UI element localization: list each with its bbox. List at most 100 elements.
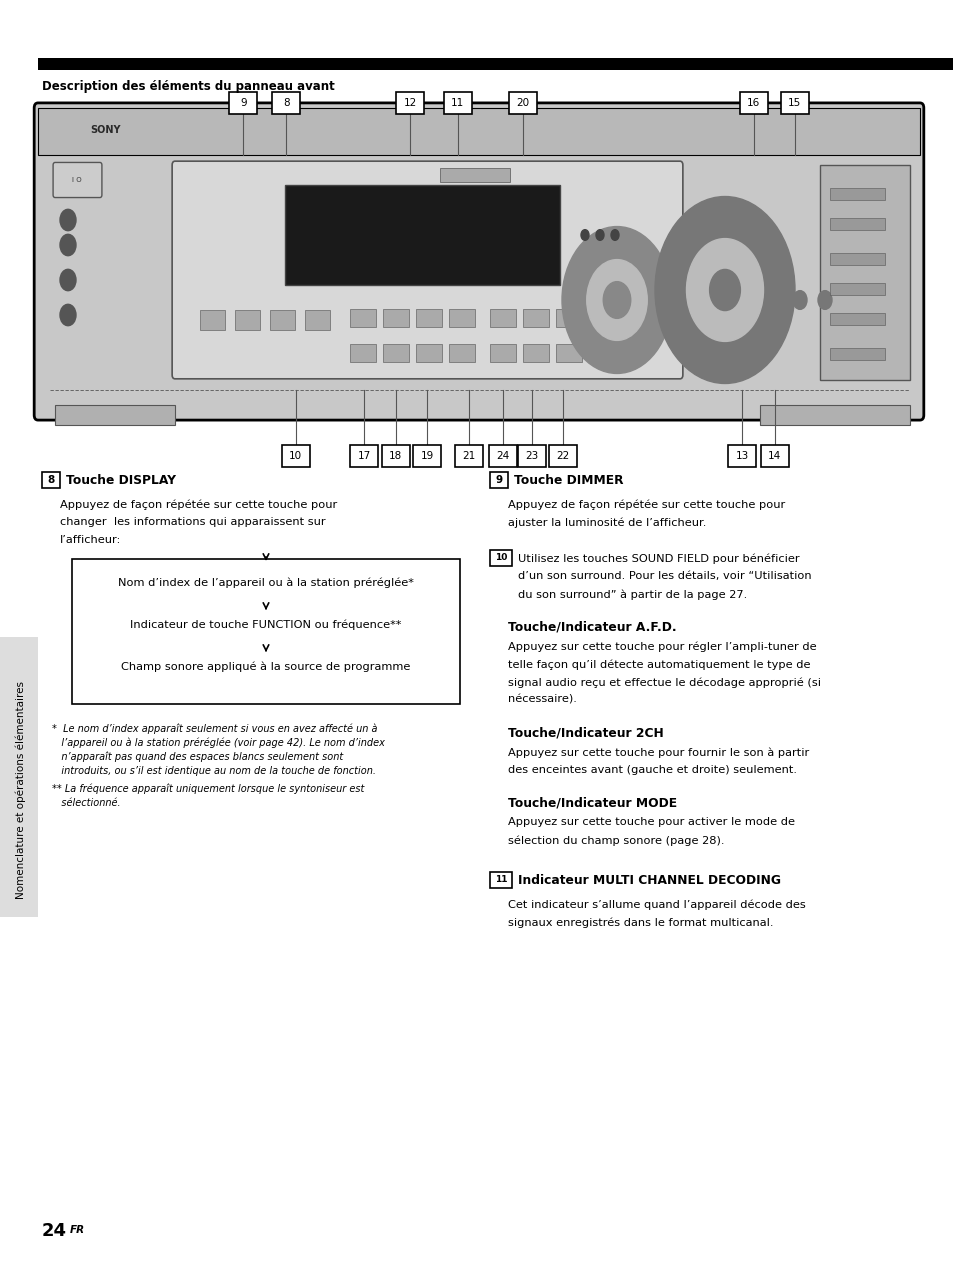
Text: 8: 8	[48, 475, 54, 485]
Text: Touche DIMMER: Touche DIMMER	[514, 474, 623, 487]
Circle shape	[580, 229, 588, 241]
Text: ajuster la luminosité de l’afficheur.: ajuster la luminosité de l’afficheur.	[507, 517, 705, 527]
Bar	[548, 445, 577, 468]
Bar	[350, 310, 375, 327]
Text: changer  les informations qui apparaissent sur: changer les informations qui apparaissen…	[60, 517, 325, 527]
Circle shape	[686, 238, 762, 341]
Text: introduits, ou s’il est identique au nom de la touche de fonction.: introduits, ou s’il est identique au nom…	[52, 766, 375, 776]
Bar	[829, 283, 884, 296]
Text: *  Le nom d’index apparaît seulement si vous en avez affecté un à: * Le nom d’index apparaît seulement si v…	[52, 724, 377, 735]
Text: 11: 11	[451, 98, 464, 108]
Text: Touche DISPLAY: Touche DISPLAY	[66, 474, 175, 487]
Bar	[416, 310, 441, 327]
Text: du son surround” à partir de la page 27.: du son surround” à partir de la page 27.	[517, 589, 746, 600]
Bar	[820, 166, 909, 380]
Bar	[517, 445, 546, 468]
Circle shape	[817, 290, 831, 310]
Bar	[760, 405, 909, 426]
Bar	[229, 92, 257, 113]
Bar	[727, 445, 756, 468]
Text: 18: 18	[389, 451, 402, 461]
Circle shape	[586, 260, 646, 340]
Text: sélectionné.: sélectionné.	[52, 798, 120, 808]
Bar	[305, 310, 330, 330]
Bar	[439, 168, 510, 182]
Text: 8: 8	[283, 98, 289, 108]
Text: d’un son surround. Pour les détails, voir “Utilisation: d’un son surround. Pour les détails, voi…	[517, 571, 811, 581]
Text: 13: 13	[735, 451, 748, 461]
Bar	[522, 310, 548, 327]
Circle shape	[60, 209, 76, 231]
Bar	[829, 189, 884, 200]
Text: Appuyez sur cette touche pour régler l’ampli-tuner de: Appuyez sur cette touche pour régler l’a…	[507, 641, 816, 651]
Circle shape	[60, 234, 76, 256]
Bar	[443, 92, 472, 113]
Text: 14: 14	[767, 451, 781, 461]
Text: I O: I O	[72, 177, 82, 183]
Text: Cet indicateur s’allume quand l’appareil décode des: Cet indicateur s’allume quand l’appareil…	[507, 899, 805, 910]
Circle shape	[709, 269, 740, 311]
Text: signal audio reçu et effectue le décodage approprié (si: signal audio reçu et effectue le décodag…	[507, 676, 821, 688]
Bar	[556, 344, 581, 362]
Bar	[200, 310, 225, 330]
Text: Appuyez sur cette touche pour activer le mode de: Appuyez sur cette touche pour activer le…	[507, 817, 794, 827]
Bar	[234, 310, 260, 330]
Text: 10: 10	[289, 451, 302, 461]
Bar	[780, 92, 808, 113]
Text: Indicateur MULTI CHANNEL DECODING: Indicateur MULTI CHANNEL DECODING	[517, 874, 781, 887]
Bar	[508, 92, 537, 113]
Bar	[382, 310, 409, 327]
Text: Champ sonore appliqué à la source de programme: Champ sonore appliqué à la source de pro…	[121, 661, 410, 671]
Text: Touche/Indicateur 2CH: Touche/Indicateur 2CH	[507, 727, 663, 740]
Bar	[490, 344, 516, 362]
Bar	[413, 445, 441, 468]
Bar	[71, 559, 459, 705]
Text: 9: 9	[240, 98, 246, 108]
Text: FR: FR	[70, 1226, 85, 1235]
Text: 16: 16	[746, 98, 760, 108]
Text: Appuyez sur cette touche pour fournir le son à partir: Appuyez sur cette touche pour fournir le…	[507, 747, 808, 758]
Text: n’apparaît pas quand des espaces blancs seulement sont: n’apparaît pas quand des espaces blancs …	[52, 752, 343, 763]
Text: signaux enregistrés dans le format multicanal.: signaux enregistrés dans le format multi…	[507, 917, 773, 927]
Bar	[270, 310, 294, 330]
Text: Appuyez de façon répétée sur cette touche pour: Appuyez de façon répétée sur cette touch…	[60, 499, 337, 510]
Text: 21: 21	[462, 451, 476, 461]
Bar	[285, 185, 559, 285]
Text: telle façon qu’il détecte automatiquement le type de: telle façon qu’il détecte automatiquemen…	[507, 659, 810, 670]
Text: Touche/Indicateur MODE: Touche/Indicateur MODE	[507, 798, 677, 810]
Circle shape	[60, 304, 76, 326]
Bar	[272, 92, 300, 113]
Bar	[490, 310, 516, 327]
Text: 23: 23	[525, 451, 538, 461]
Text: 20: 20	[516, 98, 529, 108]
Bar	[760, 445, 788, 468]
Text: Description des éléments du panneau avant: Description des éléments du panneau avan…	[42, 80, 335, 93]
Circle shape	[596, 229, 603, 241]
Bar	[449, 310, 475, 327]
Text: 17: 17	[357, 451, 371, 461]
Text: 12: 12	[403, 98, 416, 108]
Text: Appuyez de façon répétée sur cette touche pour: Appuyez de façon répétée sur cette touch…	[507, 499, 784, 510]
Text: l’afficheur:: l’afficheur:	[60, 535, 121, 545]
Text: 19: 19	[420, 451, 434, 461]
Bar	[350, 445, 378, 468]
Circle shape	[610, 229, 618, 241]
Text: sélection du champ sonore (page 28).: sélection du champ sonore (page 28).	[507, 834, 723, 846]
FancyBboxPatch shape	[34, 103, 923, 420]
Bar	[381, 445, 410, 468]
Text: 11: 11	[495, 875, 507, 884]
Circle shape	[602, 282, 630, 318]
Bar	[449, 344, 475, 362]
Bar	[522, 344, 548, 362]
Bar	[829, 254, 884, 265]
Text: ** La fréquence apparaît uniquement lorsque le syntoniseur est: ** La fréquence apparaît uniquement lors…	[52, 784, 364, 795]
Text: nécessaire).: nécessaire).	[507, 696, 577, 705]
Text: 15: 15	[787, 98, 801, 108]
Bar	[490, 871, 512, 888]
Text: 9: 9	[495, 475, 502, 485]
Text: Utilisez les touches SOUND FIELD pour bénéficier: Utilisez les touches SOUND FIELD pour bé…	[517, 553, 799, 563]
Text: des enceintes avant (gauche et droite) seulement.: des enceintes avant (gauche et droite) s…	[507, 764, 796, 775]
Bar	[55, 405, 174, 426]
Text: Touche/Indicateur A.F.D.: Touche/Indicateur A.F.D.	[507, 620, 676, 634]
Text: SONY: SONY	[90, 125, 120, 135]
